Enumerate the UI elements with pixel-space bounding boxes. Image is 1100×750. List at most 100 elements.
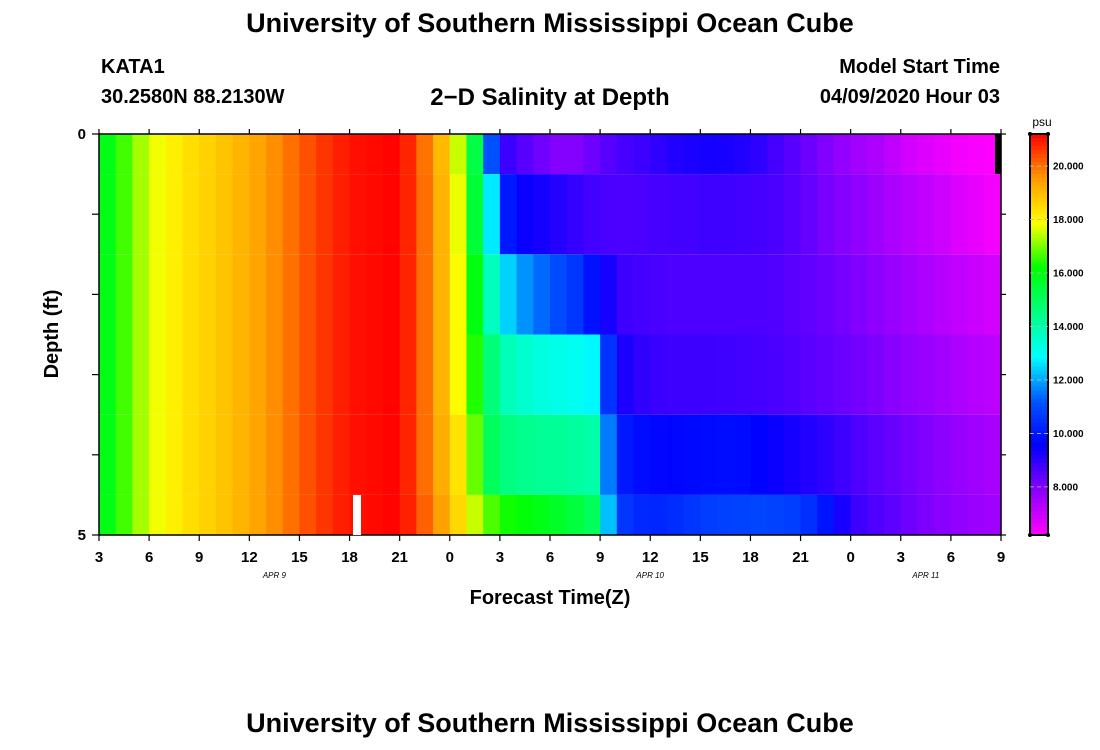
heatmap-cell-5-0 (99, 494, 117, 535)
heatmap-cell-5-12 (299, 494, 317, 535)
heatmap-cell-4-47 (884, 414, 902, 495)
heatmap-cell-3-48 (900, 334, 919, 415)
heatmap-cell-3-23 (483, 334, 501, 415)
heatmap-cell-0-43 (817, 134, 835, 175)
heatmap-cell-0-29 (583, 134, 601, 175)
heatmap-cell-2-48 (900, 254, 919, 335)
colorbar-segment (1030, 426, 1048, 432)
colorbar-segment (1030, 138, 1048, 143)
colorbar-segment (1030, 402, 1048, 408)
colorbar-segment (1030, 226, 1048, 231)
heatmap-cell-1-1 (115, 174, 134, 255)
heatmap-cell-3-51 (950, 334, 969, 415)
heatmap-cell-0-44 (833, 134, 852, 175)
heatmap-cell-3-8 (232, 334, 250, 415)
heatmap-cell-3-26 (533, 334, 551, 415)
heatmap-cell-0-33 (650, 134, 668, 175)
heatmap-cell-2-5 (182, 254, 200, 335)
heatmap-cell-2-15 (349, 254, 367, 335)
heatmap-cell-1-2 (132, 174, 150, 255)
heatmap-cell-4-18 (399, 414, 417, 495)
heatmap-cell-4-17 (382, 414, 401, 495)
heatmap-cell-1-45 (850, 174, 868, 255)
colorbar-segment (1030, 266, 1048, 271)
heatmap-cell-2-3 (149, 254, 167, 335)
heatmap-cell-0-13 (316, 134, 334, 175)
heatmap-cell-2-31 (616, 254, 635, 335)
heatmap-cell-4-20 (433, 414, 451, 495)
heatmap-cell-0-21 (449, 134, 468, 175)
heatmap-cell-1-24 (499, 174, 518, 255)
heatmap-cell-2-43 (817, 254, 835, 335)
heatmap-cell-2-46 (867, 254, 885, 335)
heatmap-cell-1-3 (149, 174, 167, 255)
heatmap-cell-0-17 (382, 134, 401, 175)
y-axis-label: Depth (ft) (41, 290, 63, 379)
colorbar-segment (1030, 326, 1048, 332)
heatmap-cell-5-22 (466, 494, 484, 535)
colorbar-segment (1030, 390, 1048, 396)
heatmap-cell-5-42 (800, 494, 818, 535)
heatmap-cell-1-21 (449, 174, 468, 255)
colorbar-corner (1046, 533, 1050, 537)
heatmap-cell-4-2 (132, 414, 150, 495)
colorbar-segment (1030, 514, 1048, 520)
colorbar-segment (1030, 278, 1048, 283)
heatmap-cell-5-44 (833, 494, 852, 535)
colorbar-segment (1030, 366, 1048, 372)
heatmap-cell-1-18 (399, 174, 417, 255)
heatmap-cell-2-51 (950, 254, 969, 335)
colorbar-segment (1030, 318, 1048, 324)
heatmap-cell-5-45 (850, 494, 868, 535)
heatmap-cell-1-35 (683, 174, 701, 255)
colorbar-segment (1030, 290, 1048, 295)
heatmap-cell-0-36 (700, 134, 718, 175)
colorbar-segment (1030, 394, 1048, 400)
heatmap-cell-0-1 (115, 134, 134, 175)
heatmap-cell-3-34 (666, 334, 685, 415)
heatmap-cell-3-2 (132, 334, 150, 415)
heatmap-cell-0-0 (99, 134, 117, 175)
colorbar-tick-label: 8.000 (1053, 482, 1078, 493)
heatmap-cell-4-51 (950, 414, 969, 495)
colorbar-segment (1030, 382, 1048, 388)
heatmap-cell-1-23 (483, 174, 501, 255)
page-title: University of Southern Mississippi Ocean… (246, 8, 854, 38)
heatmap-cell-5-48 (900, 494, 919, 535)
colorbar-segment (1030, 410, 1048, 416)
heatmap-cell-5-1 (115, 494, 134, 535)
heatmap-cell-2-23 (483, 254, 501, 335)
x-tick-label: 18 (341, 549, 358, 566)
heatmap-cell-5-3 (149, 494, 167, 535)
heatmap-cell-3-4 (165, 334, 184, 415)
colorbar-segment (1030, 322, 1048, 328)
heatmap-cell-5-10 (266, 494, 284, 535)
heatmap-cell-4-15 (349, 414, 367, 495)
colorbar-corner (1028, 132, 1032, 136)
heatmap-cell-3-41 (783, 334, 802, 415)
heatmap-cell-2-45 (850, 254, 868, 335)
heatmap-cell-2-42 (800, 254, 818, 335)
heatmap-cell-3-53 (984, 334, 1002, 415)
colorbar-segment (1030, 370, 1048, 376)
model-start-value: 04/09/2020 Hour 03 (819, 86, 1000, 108)
colorbar-segment (1030, 398, 1048, 404)
heatmap-cell-2-40 (767, 254, 785, 335)
heatmap-cell-5-49 (917, 494, 935, 535)
heatmap-cell-5-47 (884, 494, 902, 535)
colorbar-segment (1030, 490, 1048, 496)
forecast-end-marker (995, 134, 1001, 174)
heatmap-cell-1-5 (182, 174, 200, 255)
heatmap-cell-1-38 (733, 174, 752, 255)
colorbar-segment (1030, 274, 1048, 279)
heatmap-cell-5-41 (783, 494, 802, 535)
colorbar-corner (1028, 533, 1032, 537)
heatmap-cell-2-41 (783, 254, 802, 335)
heatmap-cell-1-4 (165, 174, 184, 255)
heatmap-cell-2-26 (533, 254, 551, 335)
heatmap-cell-5-33 (650, 494, 668, 535)
colorbar-segment (1030, 166, 1048, 171)
heatmap-cell-5-51 (950, 494, 969, 535)
heatmap-cell-0-14 (332, 134, 351, 175)
heatmap-cell-3-29 (583, 334, 601, 415)
